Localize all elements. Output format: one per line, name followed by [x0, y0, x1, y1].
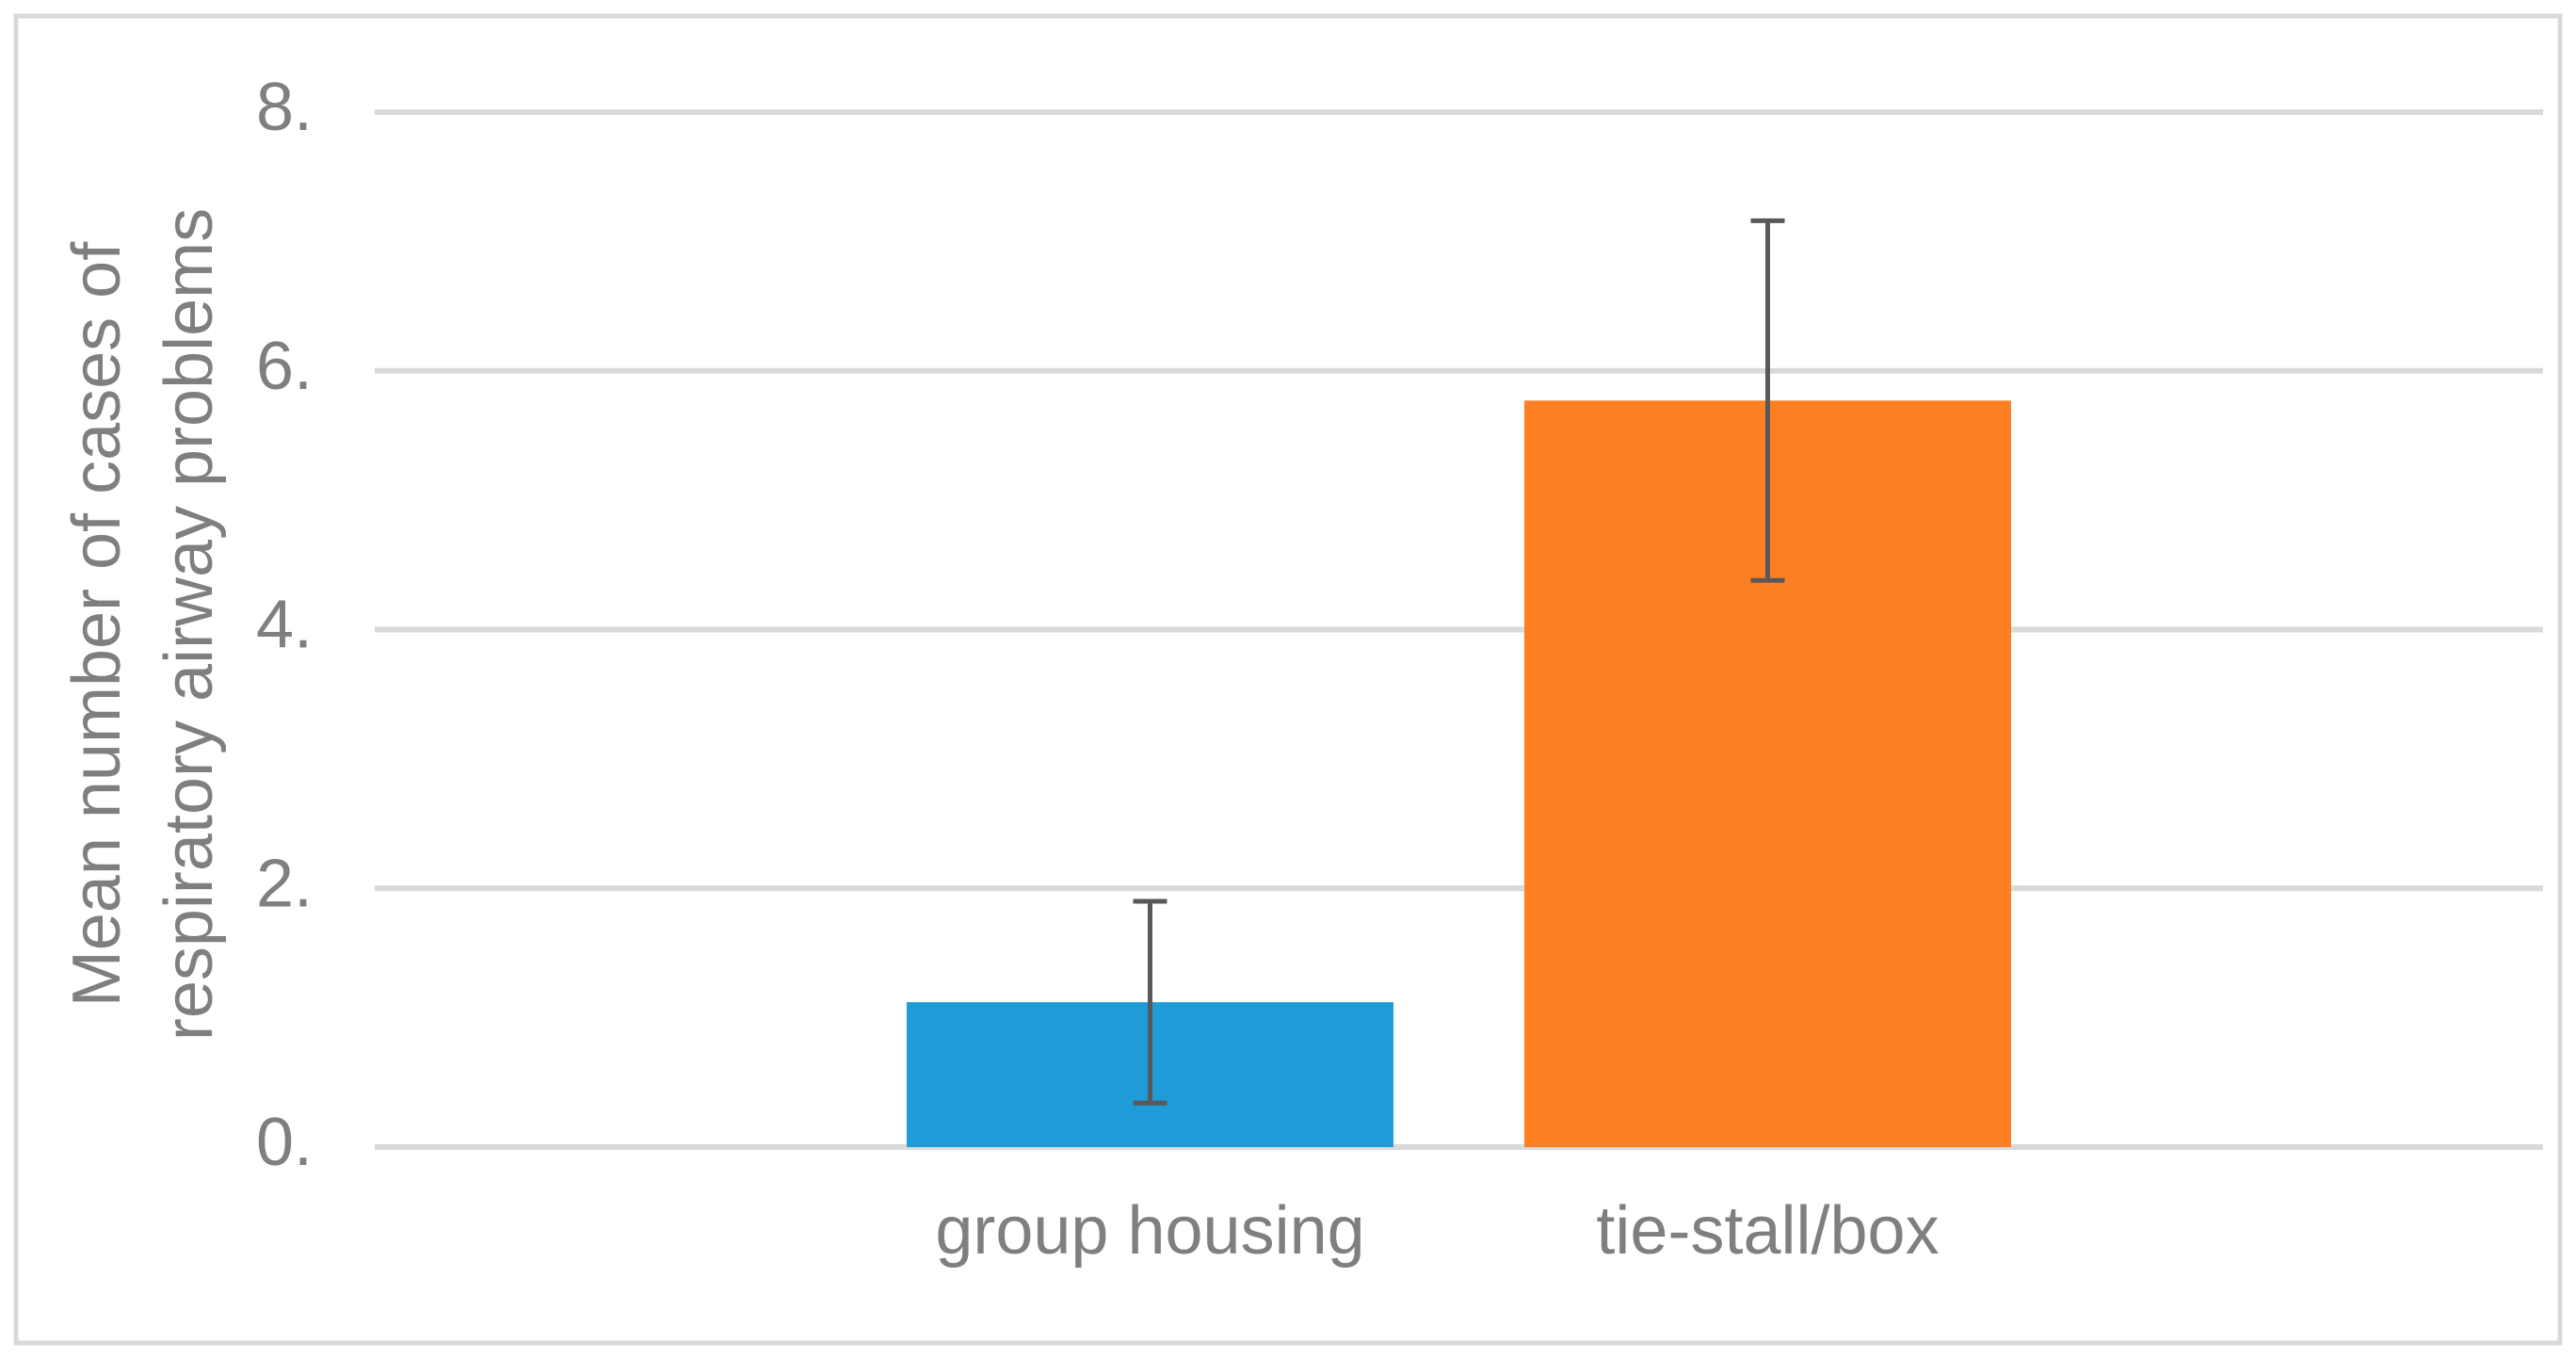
- error-bar: [1133, 898, 1167, 1106]
- y-tick-label: 4.: [256, 588, 313, 663]
- error-bar: [1750, 218, 1785, 583]
- y-tick-label: 6.: [256, 329, 313, 404]
- x-tick-label: group housing: [935, 1193, 1364, 1269]
- x-tick-label: tie-stall/box: [1596, 1193, 1939, 1269]
- y-tick-label: 0.: [256, 1105, 313, 1180]
- y-tick-label: 2.: [256, 846, 313, 921]
- y-tick-label: 8.: [256, 70, 313, 145]
- y-axis-label: Mean number of cases of: [59, 241, 135, 1007]
- y-axis-label: respiratory airway problems: [152, 208, 227, 1041]
